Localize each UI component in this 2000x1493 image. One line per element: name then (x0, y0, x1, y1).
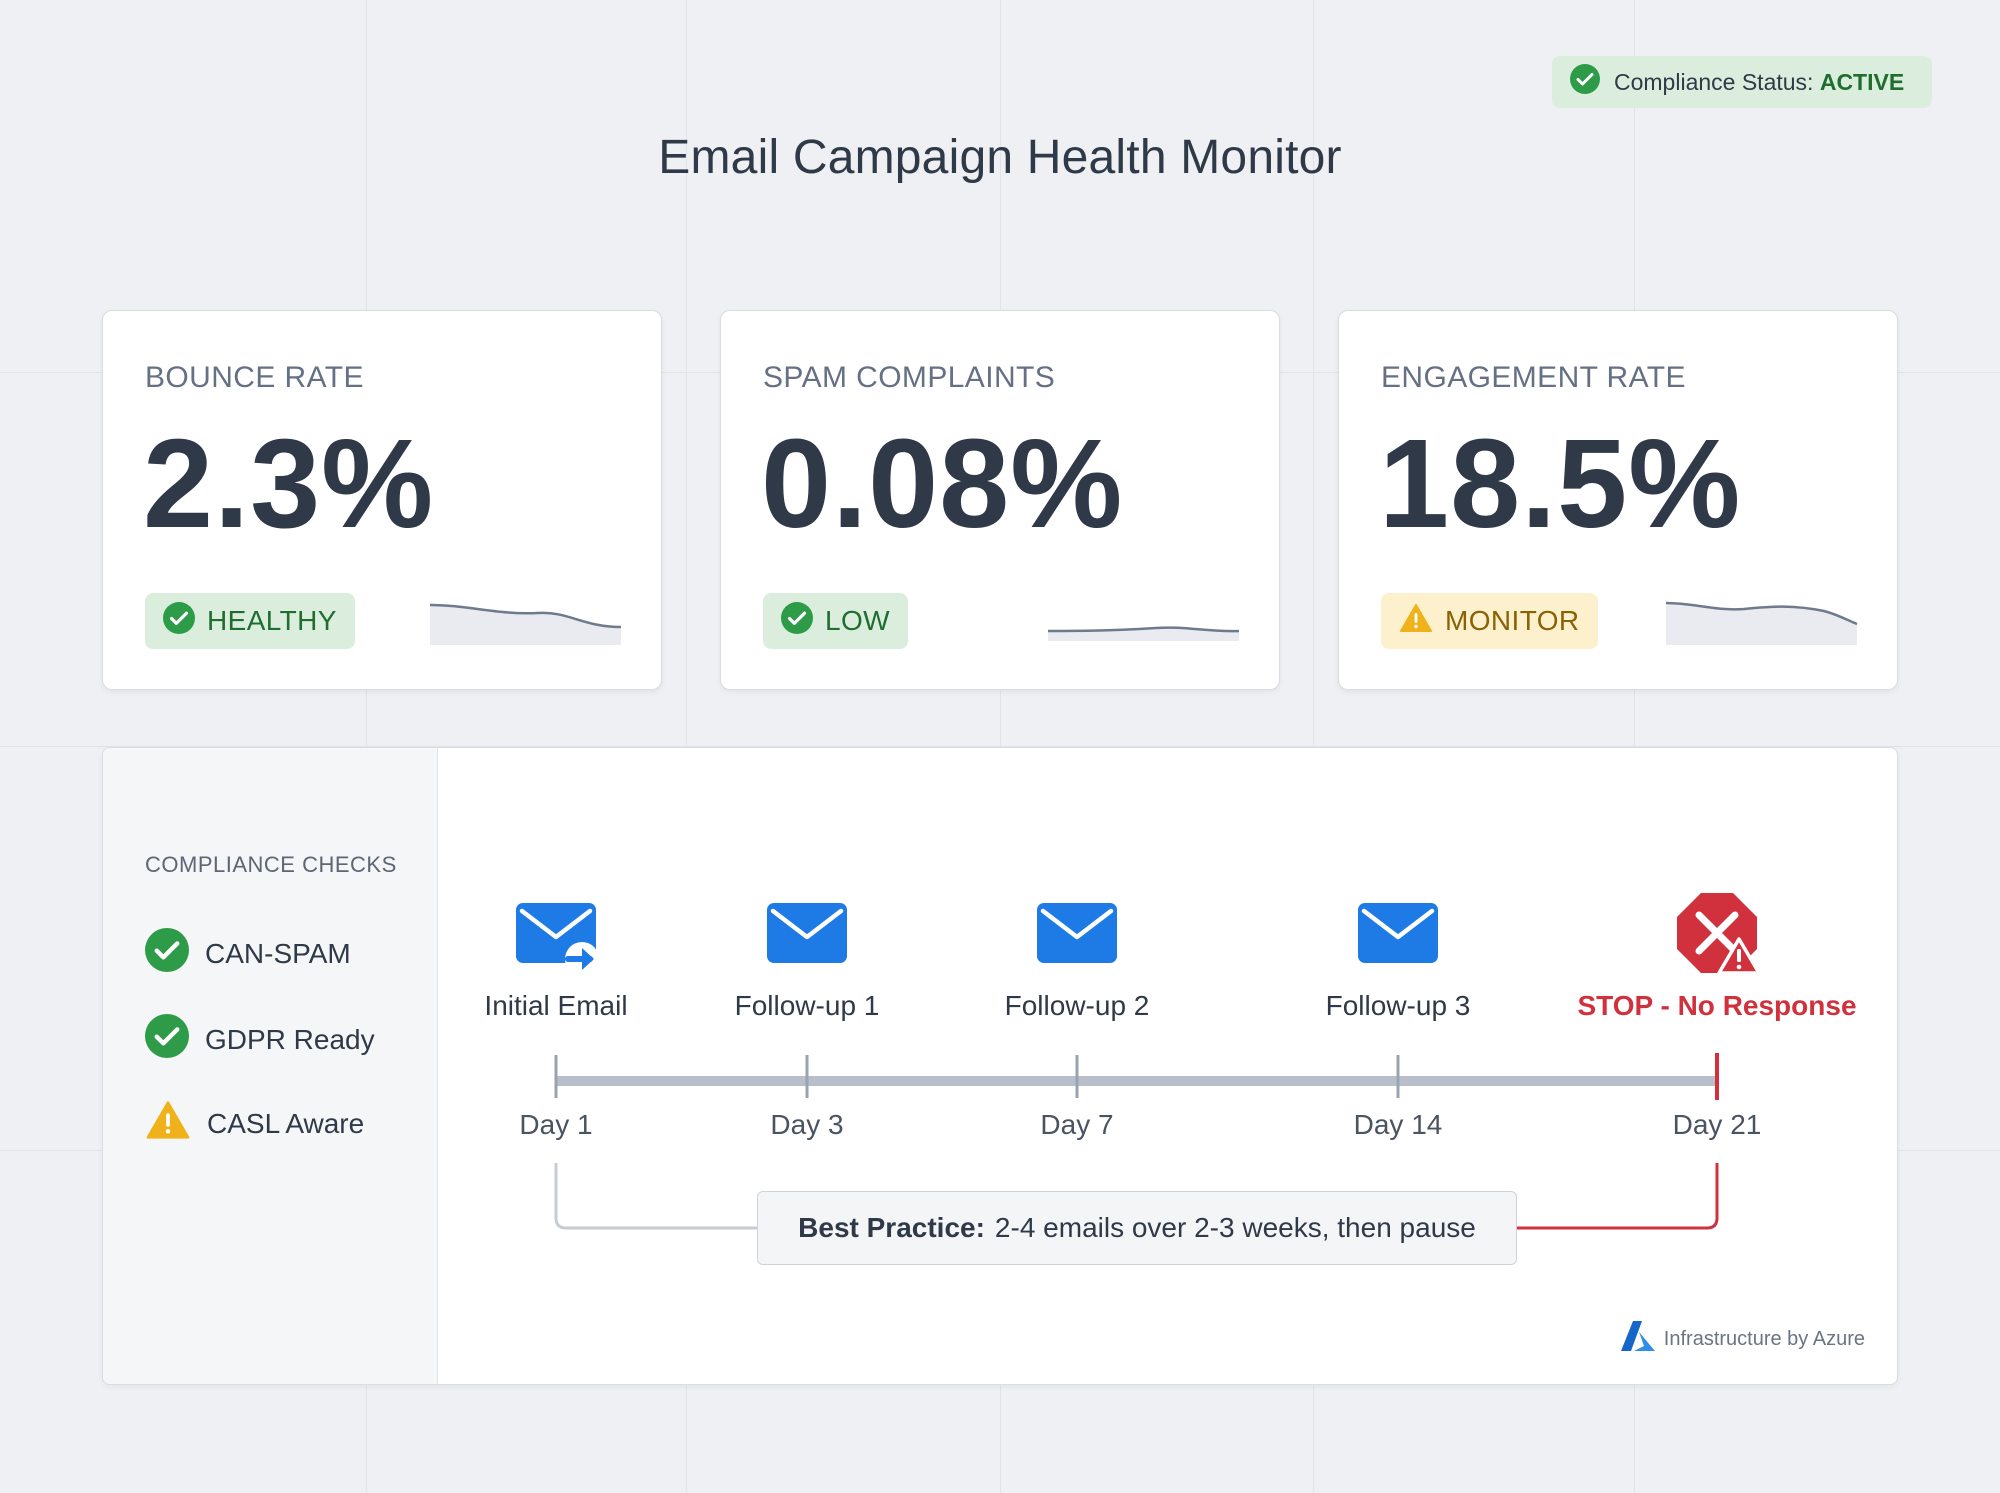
compliance-checks-sidebar: COMPLIANCE CHECKS CAN-SPAM GDPR Ready CA… (103, 748, 438, 1384)
page-title: Email Campaign Health Monitor (658, 131, 1342, 184)
timeline-day-label: Day 21 (1672, 1109, 1762, 1140)
email-icon (1037, 903, 1117, 963)
warning-icon (145, 1100, 191, 1147)
metric-value: 0.08% (761, 413, 1124, 554)
timeline-day-label: Day 7 (1040, 1109, 1114, 1140)
check-circle-icon (145, 928, 189, 979)
email-send-icon (516, 903, 599, 976)
timeline-day-label: Day 14 (1353, 1109, 1443, 1140)
compliance-item-can-spam: CAN-SPAM (145, 928, 351, 979)
status-badge: MONITOR (1381, 593, 1598, 649)
azure-logo-icon (1620, 1320, 1656, 1358)
metric-label: SPAM COMPLAINTS (763, 361, 1056, 394)
timeline-day-label: Day 3 (770, 1109, 844, 1140)
status-badge: HEALTHY (145, 593, 355, 649)
compliance-item-gdpr: GDPR Ready (145, 1014, 375, 1065)
email-icon (767, 903, 847, 963)
sparkline (1047, 626, 1240, 641)
compliance-checks-title: COMPLIANCE CHECKS (145, 852, 397, 877)
best-practice-label: Best Practice: (798, 1212, 985, 1243)
check-circle-icon (145, 1014, 189, 1065)
metric-value: 18.5% (1379, 413, 1742, 554)
warning-icon (1399, 603, 1433, 640)
metric-label: ENGAGEMENT RATE (1381, 361, 1686, 394)
timeline-step-follow-up-1: Follow-up 1 (734, 990, 880, 1021)
compliance-status-value: ACTIVE (1819, 68, 1905, 95)
status-badge: LOW (763, 593, 908, 649)
grid-line (0, 746, 2000, 747)
infrastructure-credit: Infrastructure by Azure (1620, 1320, 1865, 1358)
status-badge-label: LOW (825, 605, 890, 636)
best-practice-note: Best Practice: 2-4 emails over 2-3 weeks… (757, 1191, 1517, 1265)
stop-icon (1677, 893, 1761, 975)
timeline-step-initial-email: Initial Email (484, 990, 628, 1021)
timeline-step-stop: STOP - No Response (1577, 990, 1857, 1021)
bounce-rate-card: BOUNCE RATE 2.3% HEALTHY (102, 310, 662, 690)
compliance-status-badge: Compliance Status: ACTIVE (1552, 56, 1932, 108)
email-icon (1358, 903, 1438, 963)
metric-label: BOUNCE RATE (145, 361, 364, 394)
timeline-step-follow-up-2: Follow-up 2 (1004, 990, 1150, 1021)
compliance-item-label: CAN-SPAM (205, 937, 351, 969)
metric-value: 2.3% (143, 413, 435, 554)
infrastructure-credit-text: Infrastructure by Azure (1663, 1327, 1865, 1350)
timeline-graphic (516, 893, 1761, 1230)
campaign-sequence-panel: COMPLIANCE CHECKS CAN-SPAM GDPR Ready CA… (102, 747, 1898, 1385)
check-circle-icon (781, 601, 813, 641)
compliance-status-text: Compliance Status: ACTIVE (1614, 69, 1904, 96)
spam-complaints-card: SPAM COMPLAINTS 0.08% LOW (720, 310, 1280, 690)
best-practice-text: 2-4 emails over 2-3 weeks, then pause (994, 1212, 1476, 1243)
compliance-item-label: CASL Aware (207, 1107, 365, 1139)
timeline-step-follow-up-3: Follow-up 3 (1325, 990, 1471, 1021)
sparkline (429, 603, 622, 645)
compliance-item-casl: CASL Aware (145, 1100, 364, 1147)
status-badge-label: MONITOR (1445, 605, 1580, 636)
compliance-item-label: GDPR Ready (205, 1023, 375, 1055)
timeline-day-label: Day 1 (519, 1109, 593, 1140)
sparkline (1665, 601, 1858, 645)
status-badge-label: HEALTHY (207, 605, 337, 636)
best-practice-bracket-left (554, 1163, 757, 1230)
check-circle-icon (163, 601, 195, 641)
compliance-status-prefix: Compliance Status: (1614, 68, 1814, 95)
engagement-rate-card: ENGAGEMENT RATE 18.5% MONITOR (1338, 310, 1898, 690)
best-practice-bracket-right (1517, 1163, 1719, 1230)
check-circle-icon (1570, 64, 1600, 100)
